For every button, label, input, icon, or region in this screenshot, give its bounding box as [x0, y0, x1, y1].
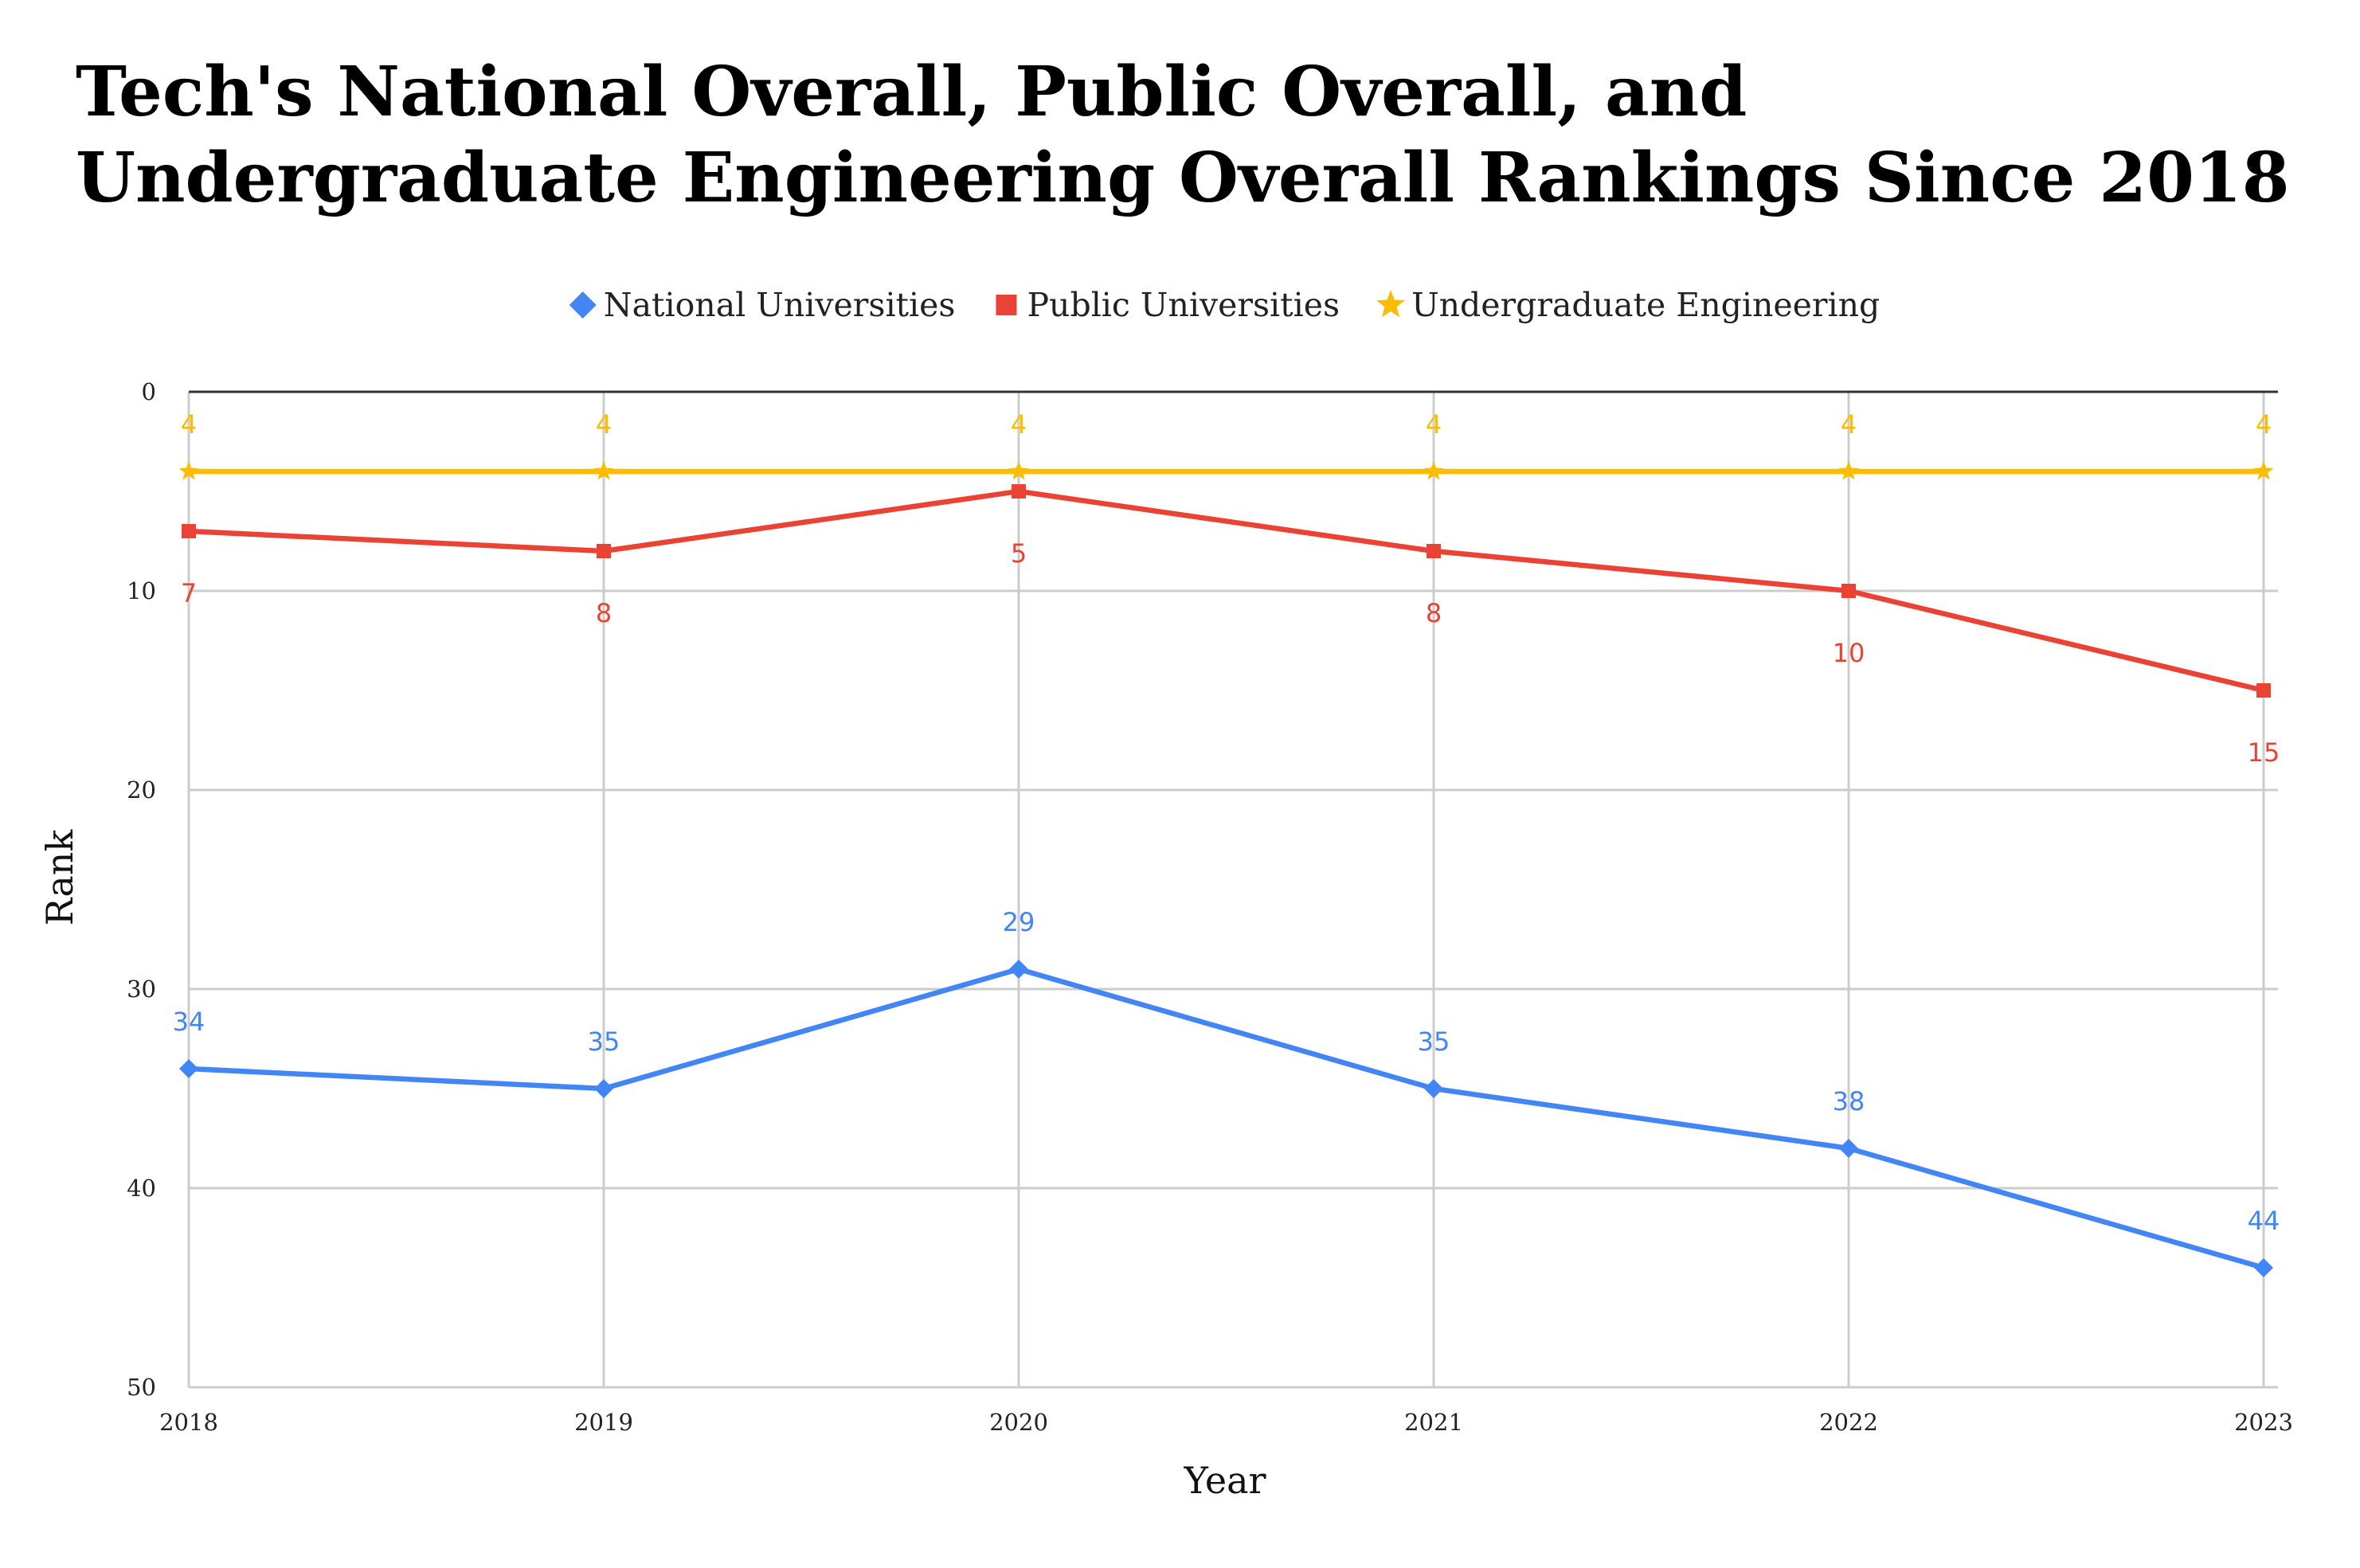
- point-public-universities-2019: [597, 544, 611, 558]
- data-label-public-universities-2022: 10: [1833, 638, 1865, 668]
- data-label-public-universities-2021: 8: [1426, 598, 1442, 628]
- data-label-public-universities-2023: 15: [2248, 737, 2280, 768]
- data-label-national-universities-2020: 29: [1003, 907, 1035, 937]
- data-label-undergraduate-engineering-2018: 4: [181, 409, 197, 440]
- x-tick-label-2019: 2019: [574, 1409, 633, 1436]
- point-national-universities-2018: [179, 1059, 198, 1078]
- x-tick-label-2018: 2018: [159, 1409, 218, 1436]
- data-label-undergraduate-engineering-2020: 4: [1011, 409, 1027, 440]
- point-national-universities-2022: [1839, 1139, 1858, 1158]
- data-label-undergraduate-engineering-2022: 4: [1841, 409, 1857, 440]
- legend: National Universities Public Universities…: [569, 286, 1880, 324]
- data-label-undergraduate-engineering-2021: 4: [1426, 409, 1442, 440]
- y-tick-label-50: 50: [127, 1374, 156, 1401]
- x-tick-label-2021: 2021: [1404, 1409, 1463, 1436]
- series-line-public-universities: [186, 488, 2267, 694]
- legend-item-undergraduate-engineering: Undergraduate Engineering: [1376, 286, 1880, 324]
- y-tick-label-30: 30: [127, 976, 156, 1003]
- point-public-universities-2022: [1841, 584, 1856, 598]
- data-label-national-universities-2023: 44: [2248, 1206, 2280, 1236]
- legend-marker-national-universities: [569, 291, 597, 319]
- legend-marker-public-universities: [996, 295, 1017, 315]
- legend-item-national-universities: National Universities: [569, 286, 956, 324]
- point-national-universities-2020: [1009, 960, 1028, 979]
- y-tick-label-40: 40: [127, 1175, 156, 1202]
- point-undergraduate-engineering-2019: [593, 461, 614, 480]
- grid: [187, 392, 2278, 1389]
- legend-label-undergraduate-engineering: Undergraduate Engineering: [1411, 286, 1880, 324]
- x-axis-title: Year: [1183, 1459, 1266, 1502]
- point-undergraduate-engineering-2020: [1008, 461, 1029, 480]
- point-undergraduate-engineering-2021: [1423, 461, 1444, 480]
- data-label-public-universities-2018: 7: [181, 578, 197, 608]
- point-undergraduate-engineering-2023: [2253, 461, 2274, 480]
- point-public-universities-2021: [1427, 544, 1441, 558]
- data-label-national-universities-2022: 38: [1833, 1086, 1865, 1116]
- data-label-public-universities-2019: 8: [596, 598, 612, 628]
- data-label-national-universities-2021: 35: [1418, 1026, 1450, 1057]
- chart-title: Tech's National Overall, Public Overall,…: [76, 52, 2290, 218]
- legend-marker-undergraduate-engineering: [1376, 290, 1406, 318]
- point-public-universities-2018: [182, 524, 196, 538]
- data-label-national-universities-2018: 34: [173, 1007, 205, 1037]
- y-tick-label-0: 0: [142, 378, 156, 405]
- legend-item-public-universities: Public Universities: [996, 286, 1340, 324]
- point-national-universities-2021: [1424, 1079, 1443, 1098]
- x-tick-label-2020: 2020: [989, 1409, 1048, 1436]
- data-label-national-universities-2019: 35: [588, 1026, 620, 1057]
- x-tick-label-2023: 2023: [2234, 1409, 2293, 1436]
- legend-label-national-universities: National Universities: [604, 286, 956, 324]
- x-tick-label-2022: 2022: [1819, 1409, 1878, 1436]
- point-public-universities-2020: [1012, 484, 1026, 499]
- data-label-undergraduate-engineering-2023: 4: [2256, 409, 2272, 440]
- series: [178, 461, 2274, 1277]
- point-undergraduate-engineering-2022: [1838, 461, 1859, 480]
- point-undergraduate-engineering-2018: [178, 461, 199, 480]
- series-line-national-universities: [186, 966, 2267, 1271]
- point-public-universities-2023: [2256, 683, 2271, 698]
- y-tick-label-20: 20: [127, 776, 156, 804]
- point-national-universities-2023: [2254, 1258, 2273, 1277]
- y-axis-title: Rank: [38, 829, 81, 926]
- data-label-undergraduate-engineering-2019: 4: [596, 409, 612, 440]
- data-label-public-universities-2020: 5: [1011, 538, 1027, 569]
- y-tick-label-10: 10: [127, 577, 156, 604]
- point-national-universities-2019: [594, 1079, 613, 1098]
- legend-label-public-universities: Public Universities: [1027, 286, 1340, 324]
